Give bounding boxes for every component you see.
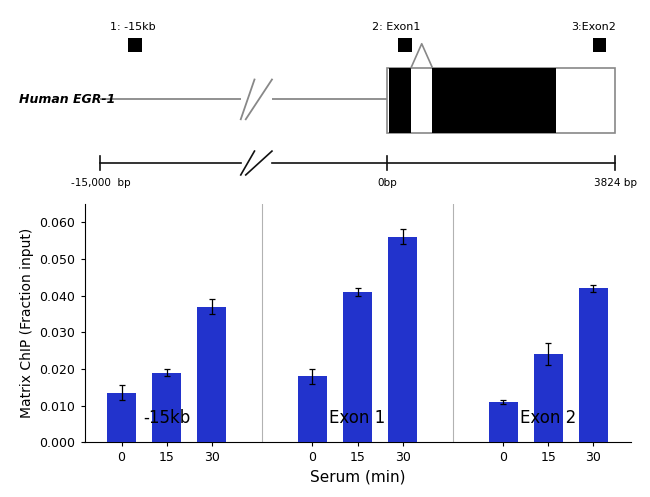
Text: Exon 2: Exon 2 bbox=[520, 410, 577, 427]
Bar bbox=[152, 373, 181, 442]
Text: 0bp: 0bp bbox=[378, 178, 397, 188]
Bar bbox=[432, 68, 556, 133]
Text: Human EGR-1: Human EGR-1 bbox=[20, 93, 116, 106]
Bar bbox=[389, 68, 411, 133]
Bar bbox=[197, 307, 226, 442]
Bar bbox=[534, 354, 563, 442]
Bar bbox=[343, 292, 372, 442]
X-axis label: Serum (min): Serum (min) bbox=[310, 470, 405, 485]
Bar bbox=[128, 38, 142, 52]
Bar bbox=[593, 38, 606, 52]
Text: 1: -15kb: 1: -15kb bbox=[110, 22, 155, 32]
Bar bbox=[107, 393, 136, 442]
Bar bbox=[578, 288, 608, 442]
Text: 2: Exon1: 2: Exon1 bbox=[372, 22, 420, 32]
Bar bbox=[388, 237, 417, 442]
Text: 3:Exon2: 3:Exon2 bbox=[571, 22, 616, 32]
Text: Exon 1: Exon 1 bbox=[330, 410, 385, 427]
Y-axis label: Matrix ChIP (Fraction input): Matrix ChIP (Fraction input) bbox=[20, 228, 34, 418]
Bar bbox=[489, 402, 518, 442]
Bar bbox=[398, 38, 411, 52]
Bar bbox=[298, 376, 327, 442]
Text: 3824 bp: 3824 bp bbox=[593, 178, 636, 188]
Text: -15,000  bp: -15,000 bp bbox=[71, 178, 130, 188]
Text: -15kb: -15kb bbox=[143, 410, 190, 427]
Bar bbox=[387, 68, 615, 133]
